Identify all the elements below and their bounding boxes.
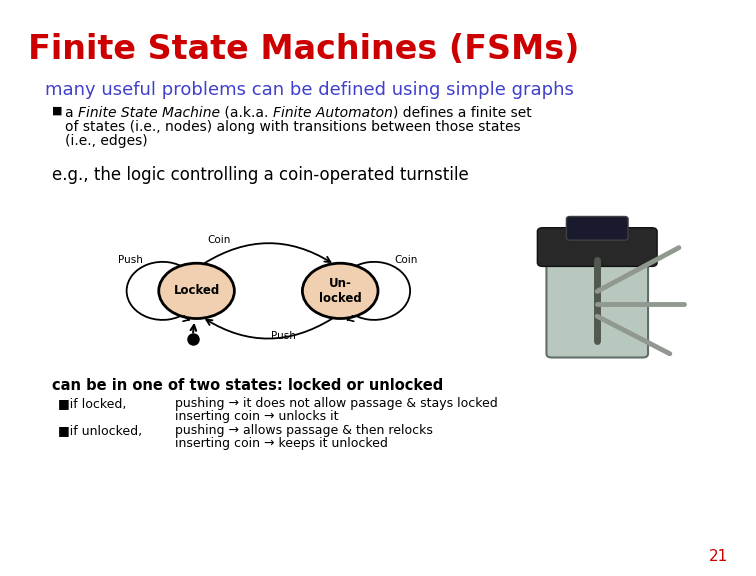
Text: Un-
locked: Un- locked [319,277,361,305]
Text: Finite State Machine: Finite State Machine [78,106,220,120]
Text: Coin: Coin [395,255,418,264]
Text: ) defines a finite set: ) defines a finite set [392,106,531,120]
Text: (a.k.a.: (a.k.a. [220,106,273,120]
Text: pushing → it does not allow passage & stays locked: pushing → it does not allow passage & st… [175,397,497,410]
Text: ■: ■ [52,106,63,116]
Text: many useful problems can be defined using simple graphs: many useful problems can be defined usin… [45,81,574,99]
Text: can be in one of two states: locked or unlocked: can be in one of two states: locked or u… [52,378,443,393]
Text: Finite Automaton: Finite Automaton [273,106,392,120]
Circle shape [302,263,378,319]
Text: 21: 21 [709,549,728,564]
Text: ■if unlocked,: ■if unlocked, [58,424,142,437]
Text: of states (i.e., nodes) along with transitions between those states: of states (i.e., nodes) along with trans… [65,120,521,134]
Circle shape [159,263,234,319]
Text: a: a [65,106,78,120]
Text: Push: Push [118,255,143,264]
Text: inserting coin → keeps it unlocked: inserting coin → keeps it unlocked [175,437,388,450]
FancyBboxPatch shape [566,217,628,240]
FancyBboxPatch shape [547,250,648,358]
Text: pushing → allows passage & then relocks: pushing → allows passage & then relocks [175,424,433,437]
Text: inserting coin → unlocks it: inserting coin → unlocks it [175,410,339,423]
Text: Coin: Coin [208,235,231,245]
Text: e.g., the logic controlling a coin-operated turnstile: e.g., the logic controlling a coin-opera… [52,166,469,184]
Text: Push: Push [271,331,296,341]
Text: ■if locked,: ■if locked, [58,397,126,410]
Text: Finite State Machines (FSMs): Finite State Machines (FSMs) [28,33,579,66]
FancyBboxPatch shape [538,228,657,266]
Text: (i.e., edges): (i.e., edges) [65,134,147,148]
Text: Locked: Locked [173,285,220,297]
